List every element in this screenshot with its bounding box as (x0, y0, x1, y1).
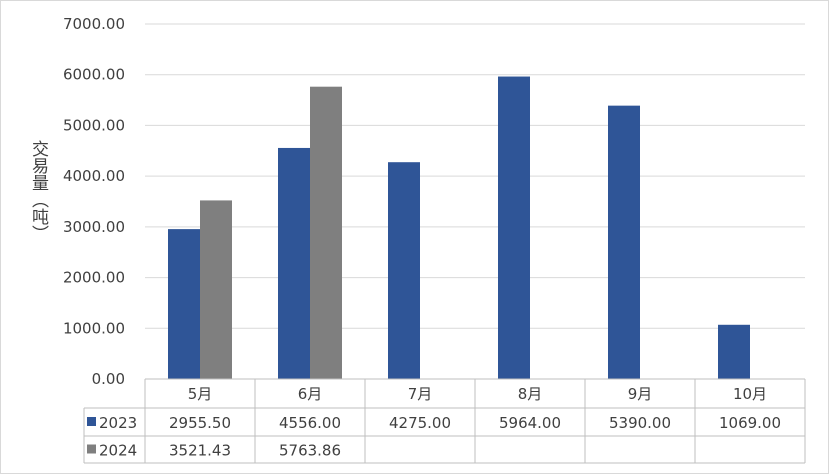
y-tick-label: 5000.00 (63, 116, 125, 134)
x-tick-label: 5月 (188, 385, 213, 403)
x-tick-label: 9月 (628, 385, 653, 403)
legend-label: 2023 (99, 414, 137, 432)
data-label: 5390.00 (609, 414, 671, 432)
data-label: 5763.86 (279, 442, 341, 460)
x-tick-label: 8月 (518, 385, 543, 403)
y-tick-label: 6000.00 (63, 66, 125, 84)
y-tick-label: 2000.00 (63, 269, 125, 287)
x-tick-label: 6月 (298, 385, 323, 403)
x-tick-label: 7月 (408, 385, 433, 403)
y-tick-label: 0.00 (92, 370, 125, 388)
data-table: 5月 6月 7月 8月 9月 10月 2023 2955.50 4556.00 4275.00 59… (83, 378, 806, 464)
bar-2023-10月 (718, 324, 750, 379)
bar-2023-5月 (168, 229, 200, 379)
y-axis-ticks: 0.00 1000.00 2000.00 3000.00 4000.00 5000.00 6… (63, 15, 125, 388)
x-tick-label: 10月 (733, 385, 767, 403)
legend-swatch (87, 417, 96, 426)
y-axis-label: 交易量（吨） (28, 140, 49, 242)
bar-2024-5月 (200, 200, 232, 379)
gridlines (145, 23, 805, 380)
data-label: 4556.00 (279, 414, 341, 432)
y-tick-label: 3000.00 (63, 218, 125, 236)
bar-2023-6月 (278, 147, 310, 379)
bar-2023-7月 (388, 162, 420, 379)
y-tick-label: 4000.00 (63, 167, 125, 185)
bars (168, 76, 750, 380)
legend-label: 2024 (99, 442, 137, 460)
bar-2023-9月 (608, 105, 640, 380)
y-tick-label: 1000.00 (63, 319, 125, 337)
data-label: 4275.00 (389, 414, 451, 432)
data-label: 1069.00 (719, 414, 781, 432)
legend-swatch (87, 444, 96, 454)
data-label: 5964.00 (499, 414, 561, 432)
bar-2024-6月 (310, 86, 342, 380)
data-label: 2955.50 (169, 414, 231, 432)
y-tick-label: 7000.00 (63, 15, 125, 33)
bar-2023-8月 (498, 76, 530, 379)
data-label: 3521.43 (169, 442, 231, 460)
